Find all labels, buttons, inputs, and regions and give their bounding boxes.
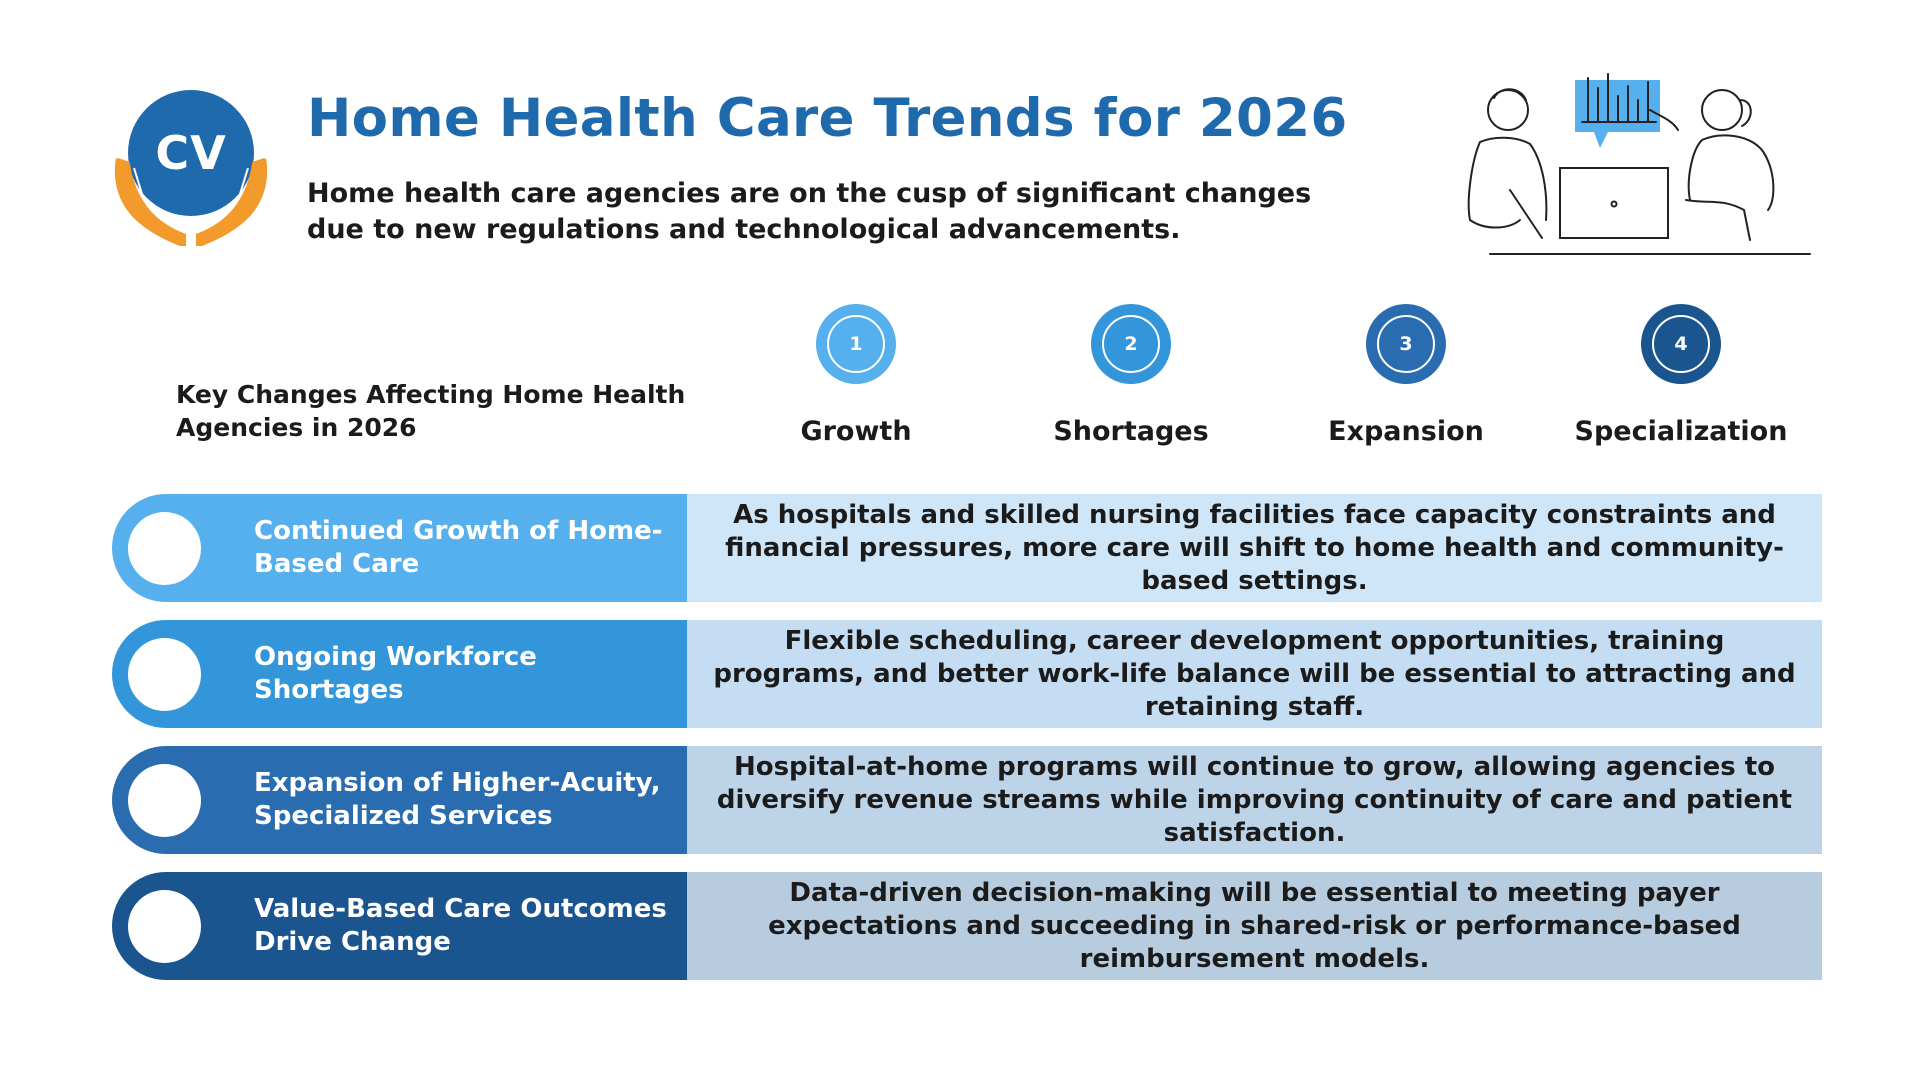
trend-title: Continued Growth of Home-Based Care [254,516,663,579]
step-label: Expansion [1328,416,1484,447]
trend-title: Value-Based Care Outcomes Drive Change [254,894,667,957]
trend-description: Data-driven decision-making will be esse… [687,872,1822,980]
row-marker [128,638,201,711]
step-number-badge: 2 [1091,304,1171,384]
trend-row-header: Ongoing Workforce Shortages [112,620,687,728]
step-growth: 1 Growth [726,304,986,447]
step-shortages: 2 Shortages [1001,304,1261,447]
team-meeting-illustration [1467,73,1811,255]
step-label: Growth [800,416,912,447]
trend-row-header: Value-Based Care Outcomes Drive Change [112,872,687,980]
step-label: Shortages [1053,416,1209,447]
step-number: 3 [1377,315,1435,373]
step-number-badge: 4 [1641,304,1721,384]
page-title: Home Health Care Trends for 2026 [307,88,1348,149]
trend-title: Expansion of Higher-Acuity, Specialized … [254,768,661,831]
trend-row-expansion: Expansion of Higher-Acuity, Specialized … [112,746,1822,854]
page-subtitle: Home health care agencies are on the cus… [307,178,1312,245]
logo: CV [108,90,274,252]
row-marker [128,764,201,837]
logo-initials: CV [128,90,254,216]
trend-row-header: Continued Growth of Home-Based Care [112,494,687,602]
row-marker [128,890,201,963]
trend-title: Ongoing Workforce Shortages [254,642,537,705]
trend-description: Hospital-at-home programs will continue … [687,746,1822,854]
trend-row-growth: Continued Growth of Home-Based Care As h… [112,494,1822,602]
step-specialization: 4 Specialization [1551,304,1811,447]
step-expansion: 3 Expansion [1276,304,1536,447]
hands-icon [114,158,268,246]
row-marker [128,512,201,585]
step-number-badge: 3 [1366,304,1446,384]
trend-description: Flexible scheduling, career development … [687,620,1822,728]
step-number-badge: 1 [816,304,896,384]
step-number: 1 [827,315,885,373]
trend-row-workforce: Ongoing Workforce Shortages Flexible sch… [112,620,1822,728]
trend-description: As hospitals and skilled nursing facilit… [687,494,1822,602]
trend-row-header: Expansion of Higher-Acuity, Specialized … [112,746,687,854]
key-changes-heading: Key Changes Affecting Home Health Agenci… [176,380,686,442]
trend-row-value-based: Value-Based Care Outcomes Drive Change D… [112,872,1822,980]
step-number: 2 [1102,315,1160,373]
step-label: Specialization [1574,416,1788,447]
step-number: 4 [1652,315,1710,373]
